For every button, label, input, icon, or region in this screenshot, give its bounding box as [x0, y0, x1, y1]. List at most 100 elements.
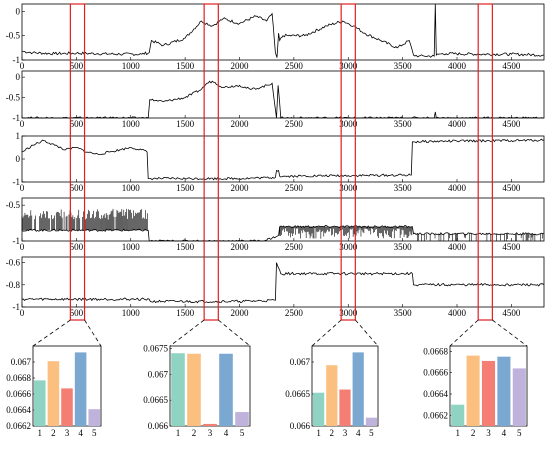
x-tick-label: 2500 [285, 61, 304, 71]
x-tick-label: 1500 [176, 119, 195, 129]
bar-4 [219, 353, 233, 426]
y-tick-label: 0 [16, 154, 21, 164]
bar-5 [512, 368, 526, 426]
series-line [21, 262, 545, 304]
y-tick-label: -1 [13, 55, 21, 65]
x-tick-label: 0 [20, 61, 25, 71]
x-tick-label: 2500 [285, 242, 304, 252]
x-tick-label: 3000 [339, 308, 358, 318]
y-tick-label: 0.066 [148, 421, 169, 431]
x-tick-label: 1000 [122, 308, 141, 318]
x-tick-label: 4 [356, 428, 361, 438]
y-tick-label: 0 [16, 72, 21, 82]
x-tick-label: 1000 [122, 183, 141, 193]
bar-4 [74, 352, 87, 426]
y-tick-label: 0.067 [11, 357, 32, 367]
y-tick-label: 0.067 [148, 369, 169, 379]
x-tick-label: 2000 [231, 119, 250, 129]
line-panel-2 [21, 70, 545, 119]
x-tick-label: 1 [38, 428, 43, 438]
bar-5 [365, 417, 378, 426]
x-tick-label: 1500 [176, 308, 195, 318]
y-tick-label: 0.067 [290, 357, 311, 367]
bar-5 [235, 412, 249, 426]
x-tick-label: 4500 [502, 183, 521, 193]
zoom-connector-left [32, 319, 71, 347]
line-panel-4 [21, 197, 545, 242]
x-tick-label: 2 [471, 428, 476, 438]
x-tick-label: 1000 [122, 61, 141, 71]
y-tick-label: 0.0668 [423, 346, 448, 356]
bar-1 [451, 404, 465, 426]
y-tick-label: -0.8 [6, 280, 21, 290]
zoom-window-4 [477, 3, 493, 321]
x-tick-label: 3000 [339, 183, 358, 193]
line-panel-5 [21, 256, 545, 308]
x-tick-label: 500 [70, 183, 84, 193]
y-tick-label: 0.0668 [6, 373, 31, 383]
y-tick-label: 1 [16, 131, 21, 141]
x-tick-label: 3500 [394, 183, 413, 193]
x-tick-label: 4500 [502, 308, 521, 318]
bar-3 [481, 360, 496, 426]
x-tick-label: 4 [502, 428, 507, 438]
y-tick-label: 0.0675 [143, 344, 168, 354]
y-tick-label: 0.0666 [6, 389, 31, 399]
y-tick-label: 0.0662 [6, 421, 31, 431]
x-tick-label: 3000 [339, 61, 358, 71]
zoom-window-2 [203, 3, 219, 321]
y-tick-label: -1 [13, 177, 21, 187]
zoom-connector-right [355, 319, 379, 347]
x-tick-label: 2000 [231, 61, 250, 71]
x-tick-label: 1500 [176, 242, 195, 252]
y-tick-label: 0.0666 [423, 368, 448, 378]
x-tick-label: 3 [343, 428, 348, 438]
zoom-connector-right [84, 319, 102, 347]
panel-frame [21, 3, 545, 61]
bar-3 [61, 388, 73, 426]
zoom-connector-left [311, 319, 342, 347]
x-tick-label: 2 [330, 428, 335, 438]
x-tick-label: 4000 [448, 119, 467, 129]
x-tick-label: 0 [20, 242, 25, 252]
x-tick-label: 1 [316, 428, 321, 438]
bar-4 [352, 352, 364, 426]
zoom-window-3 [340, 3, 356, 321]
line-panel-1 [21, 3, 545, 61]
y-tick-label: 0 [16, 6, 21, 16]
x-tick-label: 4000 [448, 308, 467, 318]
x-tick-label: 500 [70, 119, 84, 129]
x-tick-label: 2000 [231, 308, 250, 318]
y-tick-label: 0.0664 [423, 389, 448, 399]
x-tick-label: 1500 [176, 61, 195, 71]
x-tick-label: 3 [208, 428, 213, 438]
y-tick-label: -1 [13, 113, 21, 123]
x-tick-label: 0 [20, 183, 25, 193]
zoom-connector-right [492, 319, 528, 347]
inset-chart-4 [449, 319, 528, 427]
x-tick-label: 500 [70, 308, 84, 318]
x-tick-label: 2500 [285, 119, 304, 129]
bar-3 [339, 389, 351, 426]
x-tick-label: 5 [517, 428, 522, 438]
y-tick-label: -0.5 [6, 31, 21, 41]
y-tick-label: -1 [13, 236, 21, 246]
x-tick-label: 500 [70, 61, 84, 71]
y-tick-label: 0.066 [290, 421, 311, 431]
x-tick-label: 2500 [285, 308, 304, 318]
y-tick-label: -0.5 [6, 200, 21, 210]
inset-chart-3 [311, 319, 379, 427]
bar-4 [497, 356, 511, 426]
x-tick-label: 4000 [448, 183, 467, 193]
series-line [22, 80, 544, 119]
zoom-window-1 [69, 3, 86, 321]
x-tick-label: 4500 [502, 242, 521, 252]
bar-2 [466, 355, 480, 426]
x-tick-label: 2500 [285, 183, 304, 193]
x-tick-label: 1000 [122, 119, 141, 129]
x-tick-label: 3500 [394, 242, 413, 252]
bar-2 [187, 353, 201, 426]
x-tick-label: 4000 [448, 242, 467, 252]
x-tick-label: 3500 [394, 61, 413, 71]
